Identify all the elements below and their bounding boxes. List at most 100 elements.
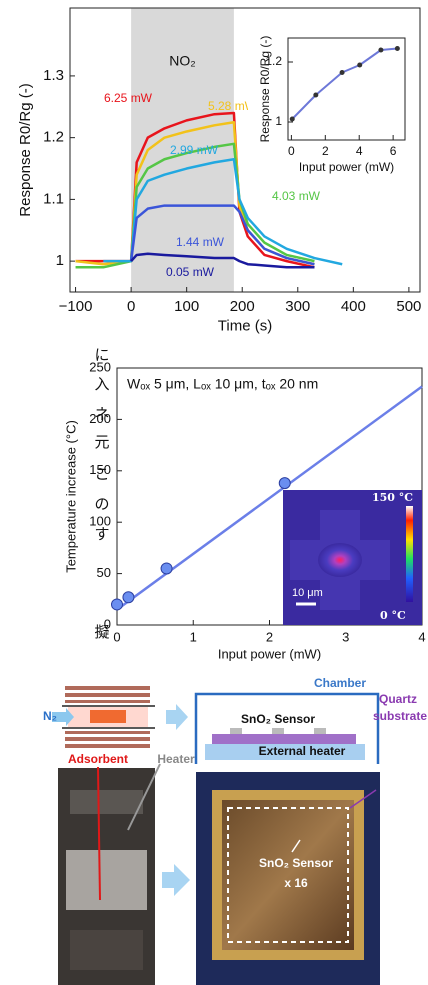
side-char: 擬 (94, 623, 109, 641)
series-line (291, 47, 398, 120)
x-tick-label: 500 (396, 298, 421, 315)
flow-arrow (52, 708, 74, 726)
y-tick-label: 1 (275, 114, 282, 128)
scale-label: 10 μm (292, 587, 323, 599)
adsorbent-pointer (97, 766, 101, 901)
point (122, 591, 135, 604)
quartz-label: substrate (373, 709, 427, 723)
diagram: N₂ Chamber SnO₂ Sensor External heater Q… (43, 676, 427, 985)
x-tick-label: 0 (113, 629, 120, 644)
chamber-label: Chamber (314, 676, 366, 690)
series-label: 6.25 mW (104, 91, 153, 105)
quartz-label: Quartz (379, 692, 417, 706)
arrow (162, 864, 190, 896)
side-char: の (94, 495, 109, 513)
y-tick-label: 200 (89, 411, 111, 426)
series-label: 5.28 mW (208, 99, 257, 113)
y-tick-label: 1.2 (43, 129, 64, 146)
x-tick-label: 0 (288, 144, 295, 158)
x-tick-label: 200 (230, 298, 255, 315)
x-tick-label: 1 (190, 629, 197, 644)
x-tick-label: 0 (127, 298, 135, 315)
x-tick-label: 300 (285, 298, 310, 315)
y-axis-label: Response R0/Rg (-) (17, 83, 34, 216)
annotation: NO₂ (169, 53, 195, 69)
sensor-label: SnO₂ Sensor (241, 712, 315, 726)
y-axis-label: Temperature increase (°C) (63, 420, 78, 573)
color-bar (406, 506, 413, 602)
x-tick-label: −100 (59, 298, 93, 315)
plot-frame (287, 37, 406, 141)
chamber-box (194, 692, 380, 764)
y-tick-label: 100 (89, 514, 111, 529)
electrode (272, 728, 284, 734)
point (339, 70, 345, 75)
device-part (70, 930, 143, 970)
quartz-pointer (349, 789, 377, 809)
heater-pointer (127, 763, 161, 831)
hot-spot (318, 543, 362, 577)
x-tick-label: 6 (390, 144, 397, 158)
device-part (66, 850, 147, 910)
n2-label: N₂ (43, 709, 57, 723)
point (111, 598, 123, 611)
x-axis-label: Input power (mW) (299, 160, 394, 174)
arrow (166, 704, 188, 730)
device-part (70, 790, 143, 814)
point (289, 116, 295, 122)
y-tick-label: 1.3 (43, 67, 64, 84)
series-line (103, 158, 343, 266)
series-label: 2.99 mW (170, 143, 219, 157)
y-tick-label: 250 (89, 359, 111, 374)
series-label: 1.44 mW (176, 235, 225, 249)
y-tick-label: 1.2 (265, 54, 282, 68)
colorbar-min: 0 °C (380, 609, 406, 622)
series-line (129, 204, 315, 266)
side-char: 入 (94, 375, 109, 393)
electrode (314, 728, 326, 734)
thermal-inset: 150 °C 0 °C 10 μm (283, 490, 422, 625)
chip-sensor-label: SnO₂ Sensor (259, 856, 333, 870)
point (160, 562, 173, 575)
chip-count-label: x 16 (284, 876, 308, 890)
electrode (230, 728, 242, 734)
sensor-pointer (291, 839, 301, 853)
point (378, 47, 384, 53)
heater-stripe (65, 686, 150, 690)
heater-stripe (65, 693, 150, 697)
heater-stripe (65, 737, 150, 741)
x-axis-label: Input power (mW) (218, 646, 321, 661)
inset-background (248, 26, 417, 186)
series-label: 4.03 mW (272, 189, 321, 203)
side-char: す (94, 525, 109, 543)
chip-die (222, 800, 354, 950)
y-tick-label: 50 (97, 565, 111, 580)
x-tick-label: 4 (356, 144, 363, 158)
y-tick-label: 1 (56, 252, 64, 269)
external-heater (205, 744, 365, 760)
adsorbent-label: Adsorbent (68, 752, 128, 766)
point (357, 62, 363, 68)
external-heater-label: External heater (259, 744, 346, 758)
x-tick-label: 3 (342, 629, 349, 644)
x-tick-label: 400 (341, 298, 366, 315)
point (394, 46, 400, 51)
point (278, 477, 291, 490)
annotation: Wₒₓ 5 μm, Lₒₓ 10 μm, tₒₓ 20 nm (127, 376, 318, 392)
side-char: こ (94, 465, 109, 483)
heater-label: Heater (157, 752, 195, 766)
x-tick-label: 2 (266, 629, 273, 644)
y-tick-label: 0 (104, 616, 111, 631)
x-tick-label: 100 (174, 298, 199, 315)
y-tick-label: 150 (89, 462, 111, 477)
heater-stripe (65, 744, 150, 748)
colorbar-max: 150 °C (372, 491, 413, 504)
series-label: 0.05 mW (166, 265, 215, 279)
y-tick-label: 1.1 (43, 190, 64, 207)
y-axis-label: Response R0/Rg (-) (258, 36, 272, 143)
heater-stripe (65, 700, 150, 703)
side-char: に (94, 346, 109, 364)
